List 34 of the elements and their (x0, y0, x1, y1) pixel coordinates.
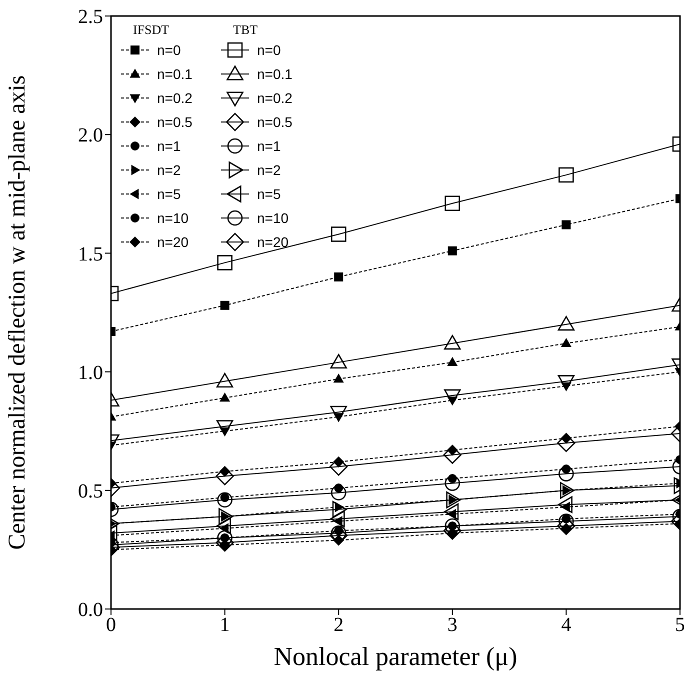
legend-label: n=0.1 (257, 66, 293, 82)
x-tick-label: 1 (220, 614, 230, 636)
legend-label: n=0.5 (257, 114, 293, 130)
legend-label: n=2 (157, 162, 181, 178)
x-tick-label: 0 (106, 614, 116, 636)
legend-label: n=2 (257, 162, 281, 178)
legend-label: n=1 (157, 138, 181, 154)
y-tick-label: 2.5 (78, 6, 103, 28)
x-tick-label: 2 (334, 614, 344, 636)
legend-label: n=10 (257, 210, 289, 226)
y-tick-label: 1.5 (78, 243, 103, 266)
y-tick-label: 0.0 (78, 599, 103, 622)
legend-label: n=0.2 (157, 90, 193, 106)
y-tick-label: 0.5 (78, 480, 103, 502)
legend-label: n=1 (257, 138, 281, 154)
legend-label: n=5 (157, 186, 181, 202)
legend-label: n=0 (157, 42, 181, 58)
legend-label: n=0.2 (257, 90, 293, 106)
y-tick-label: 2.0 (78, 124, 103, 147)
y-axis-title: Center normalized deflection w at mid-plane axis (4, 75, 31, 550)
x-tick-label: 3 (447, 614, 458, 636)
legend-label: n=5 (257, 186, 281, 202)
legend-label: n=20 (157, 234, 189, 250)
legend-label: n=0.5 (157, 114, 193, 130)
legend-label: n=10 (157, 210, 189, 226)
annotation: TBT (233, 22, 258, 37)
legend-label: n=0 (257, 42, 281, 58)
annotation: IFSDT (133, 22, 170, 37)
x-tick-label: 5 (675, 614, 684, 636)
x-tick-label: 4 (561, 614, 572, 636)
y-tick-label: 1.0 (78, 362, 103, 384)
x-axis-title: Nonlocal parameter (μ) (274, 642, 518, 671)
legend-label: n=0.1 (157, 66, 193, 82)
legend-label: n=20 (257, 234, 289, 250)
